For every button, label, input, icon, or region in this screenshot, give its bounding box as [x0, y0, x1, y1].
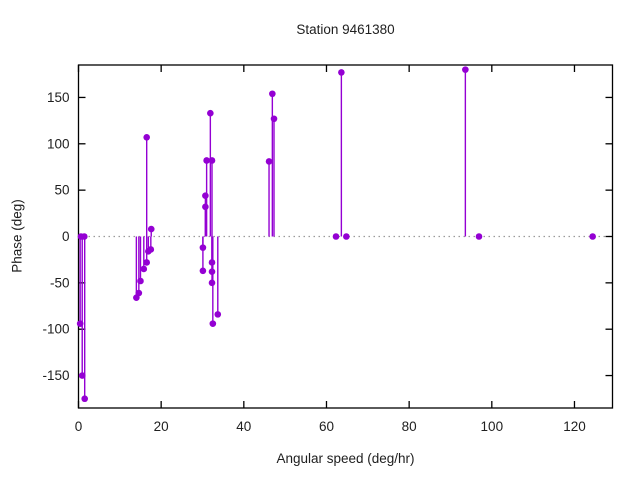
data-point	[135, 289, 143, 297]
data-point	[81, 395, 88, 403]
y-tick-label: 150	[47, 90, 70, 105]
x-tick-label: 20	[154, 419, 169, 434]
data-point	[147, 246, 155, 253]
y-tick-label: 50	[54, 183, 69, 198]
data-point	[143, 259, 150, 266]
data-point	[338, 69, 345, 76]
data-point	[209, 320, 217, 327]
data-point	[207, 109, 214, 117]
data-point	[208, 268, 216, 276]
x-tick-label: 100	[481, 419, 504, 434]
x-tick-label: 80	[402, 419, 417, 434]
data-point	[143, 134, 150, 141]
data-point	[199, 267, 207, 275]
data-point	[265, 158, 273, 165]
data-point	[208, 279, 216, 287]
chart-title: Station 9461380	[296, 22, 395, 37]
data-point	[343, 233, 350, 240]
y-tick-label: -150	[42, 368, 69, 383]
data-point	[199, 244, 207, 251]
y-tick-label: -100	[42, 322, 69, 337]
x-tick-label: 40	[236, 419, 251, 434]
data-point	[80, 233, 88, 240]
data-point	[462, 66, 469, 73]
y-tick-label: 100	[47, 136, 70, 151]
data-point	[208, 157, 216, 164]
x-axis-label: Angular speed (deg/hr)	[276, 451, 415, 466]
data-point	[76, 320, 84, 327]
x-tick-label: 0	[75, 419, 83, 434]
y-axis-label-text: Phase (deg)	[9, 199, 25, 273]
data-point	[269, 90, 276, 98]
data-point	[202, 203, 209, 211]
data-point	[203, 157, 210, 164]
data-point	[589, 233, 596, 240]
y-tick-label: -50	[50, 275, 70, 290]
data-point	[208, 259, 216, 266]
x-tick-label: 120	[563, 419, 586, 434]
data-point	[140, 265, 148, 273]
data-point	[137, 277, 144, 285]
data-point	[147, 225, 155, 233]
data-point	[78, 372, 86, 379]
data-point	[475, 233, 483, 240]
x-tick-label: 60	[319, 419, 334, 434]
data-point	[270, 115, 278, 123]
data-point	[214, 311, 222, 318]
y-tick-label: 0	[62, 229, 70, 244]
data-point	[332, 233, 340, 240]
data-point	[202, 192, 209, 200]
